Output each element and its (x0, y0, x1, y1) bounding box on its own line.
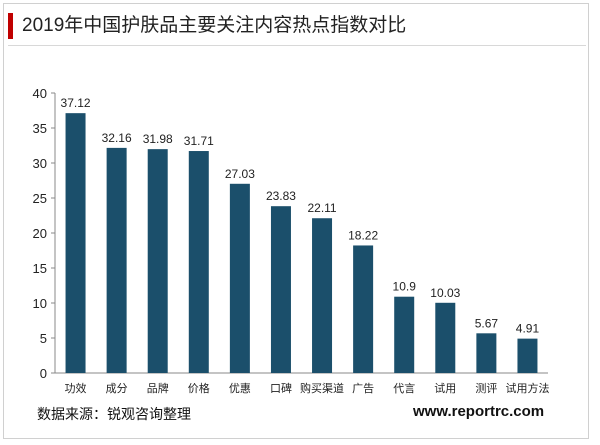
data-label: 22.11 (307, 201, 336, 215)
bar-3 (147, 149, 168, 373)
x-tick-label: 优惠 (229, 381, 251, 395)
y-tick-label: 35 (33, 121, 47, 136)
x-tick-label: 广告 (352, 382, 374, 395)
data-label: 31.98 (143, 132, 173, 146)
y-tick-label: 20 (33, 226, 47, 241)
data-label: 31.71 (184, 134, 214, 148)
data-label: 4.91 (516, 322, 540, 336)
data-label: 27.03 (225, 167, 255, 181)
y-tick-label: 5 (40, 331, 47, 346)
bar-8 (353, 245, 374, 373)
bar-11 (476, 333, 497, 373)
x-tick-label: 功效 (65, 381, 87, 395)
data-label: 32.16 (102, 131, 132, 145)
bar-6 (270, 206, 291, 373)
x-tick-label: 代言 (393, 382, 415, 395)
bar-1 (65, 113, 86, 373)
title-divider (8, 45, 586, 46)
data-label: 5.67 (475, 316, 499, 330)
bar-9 (394, 296, 415, 373)
bar-10 (435, 302, 456, 373)
x-tick-label: 品牌 (147, 381, 169, 395)
source-note: 数据来源：锐观咨询整理 (37, 406, 191, 422)
chart-title: 2019年中国护肤品主要关注内容热点指数对比 (22, 15, 407, 36)
y-tick-label: 10 (33, 296, 47, 311)
x-tick-label: 试用 (434, 382, 456, 395)
y-tick-label: 30 (33, 156, 47, 171)
title-accent-bar (8, 13, 13, 39)
x-tick-label: 价格 (188, 381, 210, 395)
x-tick-label: 测评 (475, 382, 497, 395)
bar-4 (188, 151, 209, 373)
website-label: www.reportrc.com (413, 403, 545, 420)
y-tick-label: 25 (33, 191, 47, 206)
y-tick-label: 0 (40, 366, 47, 381)
chart-frame (3, 3, 589, 439)
x-tick-label: 购买渠道 (300, 381, 344, 395)
x-tick-label: 成分 (106, 382, 128, 395)
y-tick-label: 15 (33, 261, 47, 276)
bar-2 (106, 147, 127, 373)
data-label: 10.03 (430, 286, 460, 300)
data-label: 23.83 (266, 189, 296, 203)
y-tick-label: 40 (33, 86, 47, 101)
data-label: 37.12 (61, 96, 91, 110)
data-label: 18.22 (348, 228, 378, 242)
bar-12 (517, 338, 538, 373)
bar-7 (312, 218, 333, 373)
x-tick-label: 口碑 (270, 382, 292, 395)
bar-5 (229, 183, 250, 373)
data-label: 10.9 (393, 280, 417, 294)
x-tick-label: 试用方法 (505, 381, 549, 395)
